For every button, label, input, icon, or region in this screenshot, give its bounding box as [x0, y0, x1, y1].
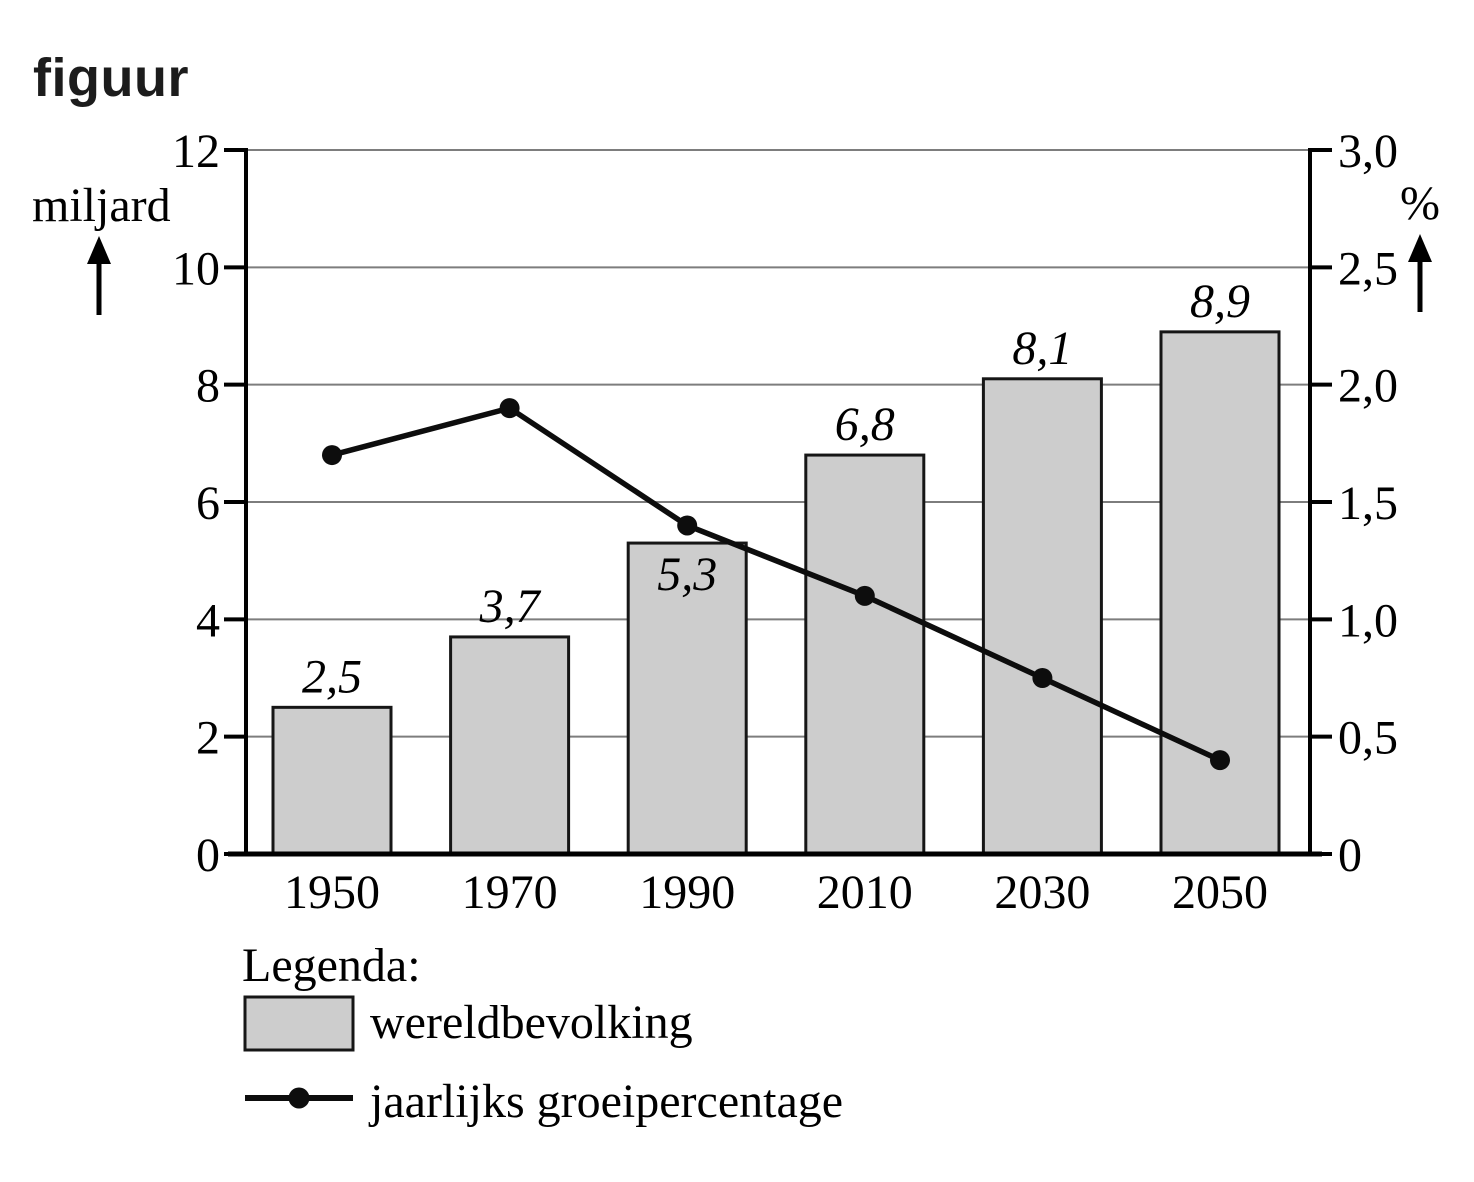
x-tick-label: 2030: [994, 866, 1090, 919]
left-tick-label: 0: [196, 829, 220, 882]
x-tick-label: 1970: [462, 866, 558, 919]
bar-value-label: 6,8: [835, 398, 895, 451]
population-bar: [626, 541, 748, 856]
growth-line-point: [1210, 750, 1230, 771]
growth-line-point: [322, 445, 342, 466]
x-tick-label: 1950: [284, 866, 380, 919]
growth-line-point: [499, 398, 520, 419]
bar-value-label: 8,1: [1012, 322, 1072, 375]
bars-layer: [271, 330, 1281, 856]
population-bar: [804, 453, 926, 856]
left-tick-label: 8: [196, 360, 220, 413]
left-axis-title: miljard: [32, 179, 171, 232]
population-bar: [449, 635, 571, 856]
growth-line-layer: [322, 398, 1230, 771]
x-axis-labels-layer: 1950 1970 1990 2010 2030 2050: [284, 866, 1268, 919]
growth-line-point: [677, 515, 698, 536]
left-tick-label: 12: [172, 125, 220, 178]
right-tick-label: 3,0: [1338, 125, 1398, 178]
figure-title: figuur: [33, 48, 189, 108]
growth-line-point: [1032, 668, 1053, 688]
right-tick-label: 2,0: [1338, 360, 1398, 413]
legend-label-growth: jaarlijks groeipercentage: [368, 1075, 843, 1128]
right-tick-label: 0: [1338, 829, 1362, 882]
growth-line: [329, 405, 1223, 763]
bar-value-labels-layer: 2,5 3,7 5,3 6,8 8,1 8,9: [302, 275, 1250, 703]
x-tick-label: 2050: [1172, 866, 1268, 919]
gridlines-layer: [246, 149, 1310, 738]
legend-label-population: wereldbevolking: [370, 996, 693, 1049]
population-bar: [981, 377, 1103, 856]
x-tick-label: 1990: [639, 866, 735, 919]
bar-value-label: 8,9: [1190, 275, 1250, 328]
right-tick-label: 0,5: [1338, 712, 1398, 765]
right-axis-title: %: [1400, 177, 1440, 230]
legend-bar-swatch: [243, 995, 355, 1052]
up-arrow-icon-right: [1408, 234, 1432, 312]
legend-line-swatch: [245, 1087, 353, 1109]
tick-marks-layer: [224, 148, 1332, 856]
growth-line-point: [854, 585, 875, 606]
bar-value-label: 2,5: [302, 650, 362, 703]
population-bar: [271, 705, 393, 856]
up-arrow-icon-left: [87, 236, 111, 315]
right-tick-label: 1,5: [1338, 477, 1398, 530]
x-tick-label: 2010: [817, 866, 913, 919]
left-tick-label: 10: [172, 242, 220, 295]
left-tick-label: 2: [196, 712, 220, 765]
left-tick-label: 6: [196, 477, 220, 530]
tick-labels-layer: 0 2 4 6 8 10 12 0 0,5 1,0 1,5 2,0 2,5 3,0: [172, 125, 1398, 882]
population-bar: [1159, 330, 1281, 856]
right-tick-label: 1,0: [1338, 594, 1398, 647]
bar-value-label: 5,3: [657, 548, 717, 601]
right-tick-label: 2,5: [1338, 242, 1398, 295]
legend: Legenda: wereldbevolking jaarlijks groei…: [242, 939, 843, 1128]
legend-heading: Legenda:: [242, 939, 421, 992]
left-tick-label: 4: [196, 594, 220, 647]
bar-value-label: 3,7: [479, 580, 542, 633]
